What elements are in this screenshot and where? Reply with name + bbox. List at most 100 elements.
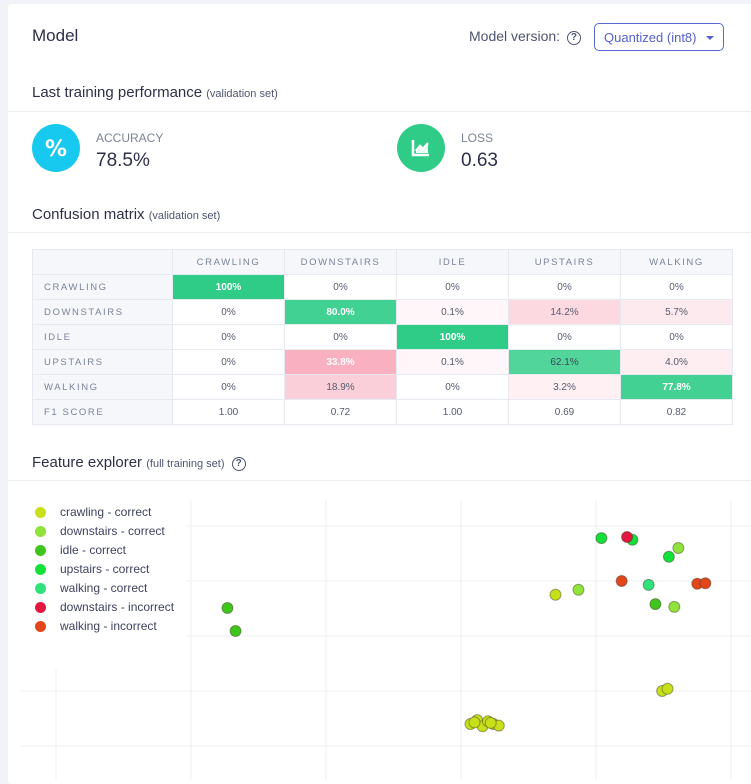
- legend-dot-icon: [35, 526, 46, 537]
- scatter-point[interactable]: [484, 716, 497, 729]
- confusion-cell: 77.8%: [620, 374, 733, 400]
- legend-label: downstairs - correct: [60, 524, 165, 538]
- scatter-point[interactable]: [229, 625, 242, 638]
- column-header: CRAWLING: [172, 249, 285, 275]
- divider: [8, 232, 751, 233]
- loss-value: 0.63: [461, 150, 498, 171]
- row-header: IDLE: [32, 324, 173, 350]
- confusion-header-row: CRAWLING DOWNSTAIRS IDLE UPSTAIRS WALKIN…: [32, 249, 733, 275]
- confusion-row: WALKING 0% 18.9% 0% 3.2% 77.8%: [32, 374, 733, 400]
- confusion-cell: 80.0%: [284, 299, 397, 325]
- confusion-cell: 0%: [172, 349, 285, 375]
- confusion-subtitle: (validation set): [148, 210, 221, 222]
- chart-line-icon: [397, 124, 445, 172]
- scatter-point[interactable]: [668, 600, 681, 613]
- column-header: UPSTAIRS: [508, 249, 621, 275]
- scatter-point[interactable]: [699, 577, 712, 590]
- accuracy-label: ACCURACY: [96, 131, 164, 145]
- confusion-title: Confusion matrix (validation set): [32, 206, 220, 223]
- legend-label: idle - correct: [60, 543, 127, 557]
- scatter-point[interactable]: [661, 682, 674, 695]
- loss-label: LOSS: [461, 131, 494, 145]
- confusion-row: UPSTAIRS 0% 33.8% 0.1% 62.1% 4.0%: [32, 349, 733, 375]
- confusion-cell: 0.1%: [396, 299, 509, 325]
- feature-scatter-plot[interactable]: [8, 480, 751, 780]
- confusion-cell: 0%: [284, 324, 397, 350]
- confusion-cell: 0.1%: [396, 349, 509, 375]
- divider: [8, 480, 751, 481]
- percent-icon: %: [32, 124, 80, 172]
- confusion-cell: 100%: [396, 324, 509, 350]
- legend-dot-icon: [35, 545, 46, 556]
- legend-label: walking - correct: [60, 581, 148, 595]
- column-header: WALKING: [620, 249, 733, 275]
- scatter-point[interactable]: [572, 583, 585, 596]
- confusion-cell: 0%: [172, 324, 285, 350]
- confusion-cell: 0%: [396, 374, 509, 400]
- confusion-cell: 4.0%: [620, 349, 733, 375]
- question-circle-icon[interactable]: ?: [566, 31, 581, 45]
- model-version-select[interactable]: Quantized (int8): [594, 23, 724, 51]
- confusion-cell: 0%: [172, 374, 285, 400]
- confusion-cell: 0%: [172, 299, 285, 325]
- caret-down-icon: [706, 36, 714, 40]
- corner-cell: [32, 249, 173, 275]
- scatter-point[interactable]: [621, 531, 634, 543]
- confusion-cell: 0%: [396, 274, 509, 300]
- legend-dot-icon: [35, 583, 46, 594]
- f1-score-cell: 0.72: [284, 399, 397, 425]
- legend-dot-icon: [35, 621, 46, 632]
- model-version-text: Model version:: [469, 28, 561, 44]
- confusion-cell: 33.8%: [284, 349, 397, 375]
- scatter-point[interactable]: [672, 542, 685, 554]
- column-header: DOWNSTAIRS: [284, 249, 397, 275]
- f1-score-cell: 0.82: [620, 399, 733, 425]
- confusion-cell: 62.1%: [508, 349, 621, 375]
- confusion-cell: 0%: [508, 324, 621, 350]
- legend-dot-icon: [35, 507, 46, 518]
- confusion-cell: 18.9%: [284, 374, 397, 400]
- performance-title: Last training performance (validation se…: [32, 84, 278, 101]
- scatter-point[interactable]: [615, 575, 628, 587]
- accuracy-value: 78.5%: [96, 150, 150, 171]
- scatter-point[interactable]: [468, 716, 481, 729]
- f1-score-cell: 0.69: [508, 399, 621, 425]
- row-header: DOWNSTAIRS: [32, 299, 173, 325]
- feature-explorer-title: Feature explorer (full training set) ?: [32, 454, 246, 471]
- scatter-point[interactable]: [642, 578, 655, 591]
- scatter-point[interactable]: [649, 598, 662, 611]
- model-version-label: Model version: ?: [469, 28, 581, 45]
- row-header: CRAWLING: [32, 274, 173, 300]
- confusion-cell: 0%: [620, 274, 733, 300]
- legend-dot-icon: [35, 602, 46, 613]
- confusion-cell: 3.2%: [508, 374, 621, 400]
- confusion-title-text: Confusion matrix: [32, 206, 145, 223]
- confusion-cell: 100%: [172, 274, 285, 300]
- scatter-point[interactable]: [595, 532, 608, 545]
- row-header: UPSTAIRS: [32, 349, 173, 375]
- model-card: Model Model version: ? Quantized (int8) …: [8, 4, 751, 784]
- feature-explorer-subtitle: (full training set): [146, 458, 225, 470]
- question-circle-icon[interactable]: ?: [231, 457, 246, 471]
- row-header: WALKING: [32, 374, 173, 400]
- page-title: Model: [32, 26, 79, 45]
- f1-score-cell: 1.00: [172, 399, 285, 425]
- performance-title-text: Last training performance: [32, 84, 203, 101]
- divider: [8, 111, 751, 112]
- confusion-row: CRAWLING 100% 0% 0% 0% 0%: [32, 274, 733, 300]
- confusion-cell: 14.2%: [508, 299, 621, 325]
- model-header: Model Model version: ? Quantized (int8): [8, 4, 751, 70]
- scatter-point[interactable]: [662, 550, 675, 563]
- confusion-matrix: CRAWLING DOWNSTAIRS IDLE UPSTAIRS WALKIN…: [32, 249, 733, 425]
- svg-text:%: %: [45, 137, 67, 162]
- feature-explorer-title-text: Feature explorer: [32, 454, 143, 471]
- scatter-point[interactable]: [549, 588, 562, 601]
- confusion-row: IDLE 0% 0% 100% 0% 0%: [32, 324, 733, 350]
- legend-label: crawling - correct: [60, 505, 152, 519]
- model-version-value: Quantized (int8): [604, 30, 697, 45]
- confusion-cell: 0%: [508, 274, 621, 300]
- performance-subtitle: (validation set): [206, 88, 278, 100]
- legend-label: downstairs - incorrect: [60, 600, 175, 614]
- scatter-point[interactable]: [221, 601, 234, 614]
- legend-label: walking - incorrect: [60, 619, 157, 633]
